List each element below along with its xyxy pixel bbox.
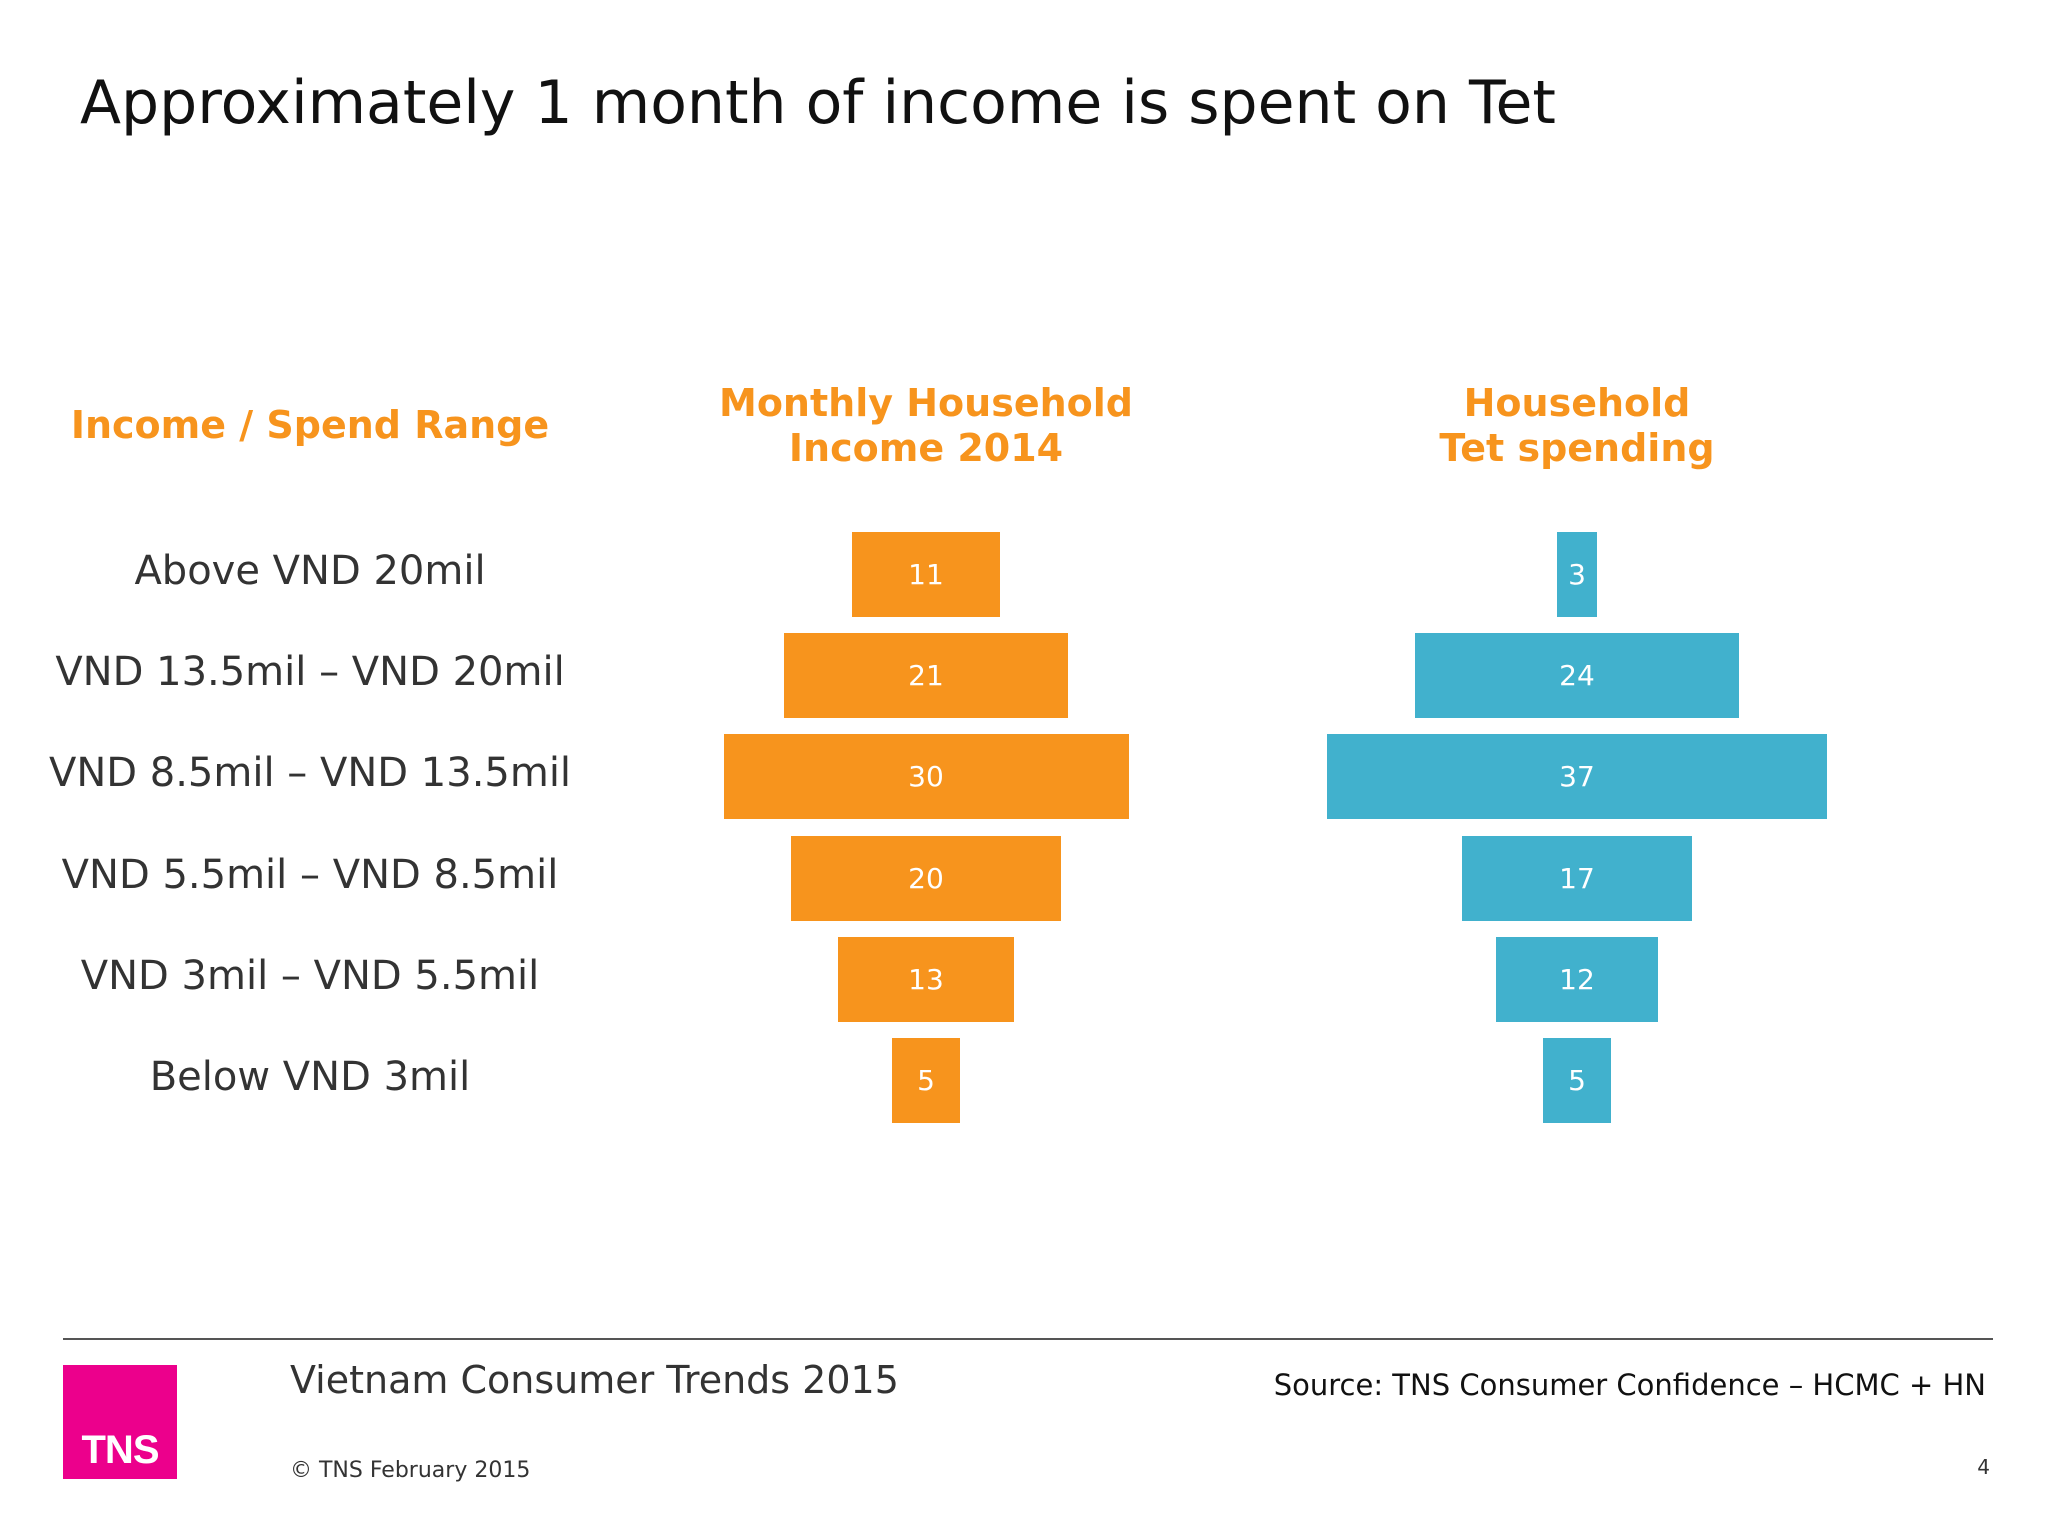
- series-header-income-line-1: Monthly Household: [719, 381, 1133, 425]
- series-header-income: Monthly Household Income 2014: [626, 381, 1226, 471]
- bar-income: 30: [723, 734, 1129, 820]
- data-label-tet: 17: [1559, 861, 1595, 895]
- category-label: VND 3mil – VND 5.5mil: [80, 952, 540, 999]
- category-label: Below VND 3mil: [149, 1054, 471, 1100]
- category-label: VND 13.5mil – VND 20mil: [55, 649, 565, 696]
- bar-tet: 24: [1415, 633, 1739, 719]
- logo-text: TNS: [81, 1428, 160, 1472]
- series-header-income-line-2: Income 2014: [788, 426, 1064, 470]
- category-label: VND 8.5mil – VND 13.5mil: [48, 750, 572, 797]
- series-header-tet: Household Tet spending: [1277, 381, 1877, 471]
- data-label-tet: 5: [1568, 1064, 1586, 1097]
- bar-income: 21: [784, 633, 1068, 719]
- bar-income: 20: [791, 835, 1061, 921]
- bar-income: 13: [838, 936, 1014, 1022]
- data-label-tet: 3: [1568, 558, 1586, 591]
- category-header: Income / Spend Range: [70, 403, 550, 447]
- data-label-income: 20: [908, 861, 944, 895]
- data-label-tet: 37: [1559, 760, 1595, 794]
- series-header-tet-line-1: Household: [1463, 381, 1691, 425]
- footer-divider: [63, 1338, 1993, 1340]
- data-label-tet: 24: [1559, 659, 1595, 693]
- bar-income: 5: [892, 1038, 960, 1123]
- data-label-income: 21: [908, 659, 944, 693]
- bar-tet: 37: [1327, 734, 1827, 820]
- data-label-income: 13: [908, 962, 944, 996]
- bar-tet: 5: [1543, 1038, 1611, 1123]
- page-title: Approximately 1 month of income is spent…: [80, 68, 1556, 138]
- bar-tet: 3: [1556, 532, 1598, 617]
- tns-logo: TNS: [63, 1365, 177, 1479]
- category-label: Above VND 20mil: [134, 548, 486, 594]
- bar-tet: 12: [1496, 936, 1658, 1022]
- data-label-tet: 12: [1559, 962, 1595, 996]
- source-note: Source: TNS Consumer Confidence – HCMC +…: [1273, 1368, 1986, 1402]
- bar-tet: 17: [1462, 835, 1692, 921]
- bar-income: 11: [851, 532, 1001, 617]
- copyright: © TNS February 2015: [290, 1458, 531, 1483]
- series-header-tet-line-2: Tet spending: [1439, 426, 1715, 470]
- category-label: VND 5.5mil – VND 8.5mil: [61, 851, 559, 898]
- data-label-income: 5: [917, 1064, 935, 1097]
- report-title: Vietnam Consumer Trends 2015: [290, 1358, 899, 1402]
- page-number: 4: [1977, 1455, 1990, 1479]
- data-label-income: 11: [908, 558, 944, 591]
- data-label-income: 30: [908, 760, 944, 794]
